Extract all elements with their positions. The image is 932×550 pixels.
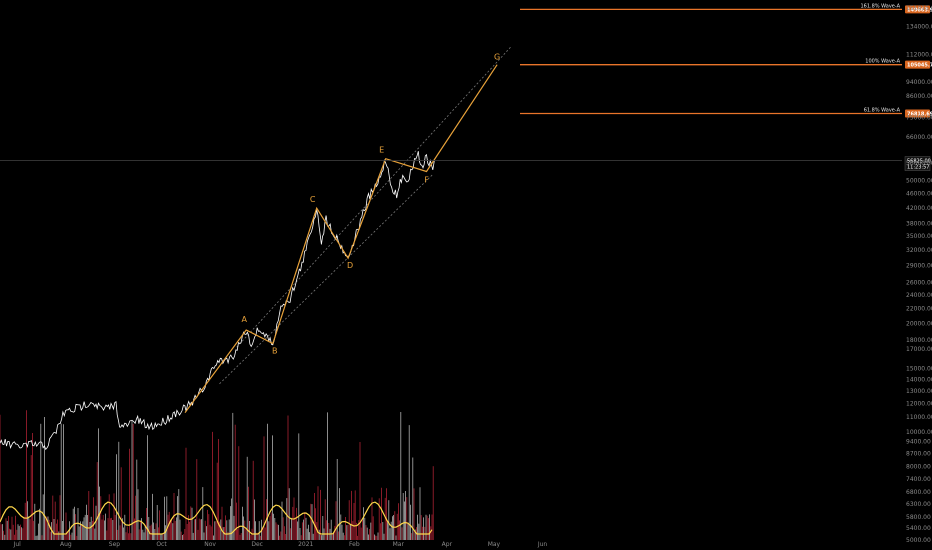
fib-level-value: 149663.92 (907, 7, 932, 13)
price-tick-label: 20000.00 (906, 321, 932, 328)
time-tick-label: Feb (349, 541, 360, 548)
price-line (0, 151, 435, 451)
price-tick-label: 8000.00 (906, 464, 931, 471)
wave-label-b: B (272, 347, 278, 356)
time-tick-label: Apr (442, 541, 453, 548)
price-tick-label: 10000.00 (906, 429, 932, 436)
price-series (0, 151, 435, 451)
price-tick-label: 86000.00 (906, 93, 932, 100)
price-tick-label: 151015.07 (906, 5, 932, 12)
time-tick-label: Oct (156, 541, 167, 548)
price-tick-label: 8700.00 (906, 451, 931, 458)
price-tick-label: 66000.00 (906, 134, 932, 141)
fib-level-value: 76818.69 (907, 112, 932, 118)
price-tick-label: 18000.00 (906, 337, 932, 344)
volume-moving-average-line (0, 501, 433, 535)
fib-level-badge (905, 109, 930, 118)
time-tick-label: Jun (537, 541, 548, 548)
fib-level-badge (905, 60, 930, 69)
price-tick-label: 15000.00 (906, 366, 932, 373)
price-tick-label: 5800.00 (906, 514, 931, 521)
wave-label-g: G (494, 53, 500, 62)
price-tick-label: 112000.00 (906, 52, 932, 59)
wave-label-f: F (424, 176, 429, 185)
price-tick-label: 94000.00 (906, 79, 932, 86)
trend-channel (219, 46, 512, 385)
price-tick-label: 35000.00 (906, 233, 932, 240)
time-axis[interactable]: Jul Aug Sep Oct Nov Dec 2021 Feb Mar Apr May Jun (13, 541, 548, 548)
wave-label-d: D (347, 261, 353, 270)
volume-pane (0, 410, 434, 540)
wave-label-e: E (379, 146, 384, 155)
price-tick-label: 50000.00 (906, 178, 932, 185)
price-tick-label: 5000.00 (906, 537, 931, 544)
time-tick-label: May (488, 541, 501, 548)
price-tick-label: 46000.00 (906, 191, 932, 198)
fib-level-value: 105045.77 (907, 63, 932, 69)
fibonacci-levels: 161.8% Wave-A 149663.92 100% Wave-A 105045.… (520, 3, 932, 118)
wave-pattern: A B C D E F G (184, 53, 500, 414)
price-tick-label: 9400.00 (906, 438, 931, 445)
wave-label-a: A (241, 315, 247, 324)
fib-level-badge (905, 5, 930, 14)
price-tick-label: 38000.00 (906, 220, 932, 227)
time-tick-label: Jul (13, 541, 22, 548)
price-tick-label: 134000.00 (906, 24, 932, 31)
price-tick-label: 24000.00 (906, 292, 932, 299)
price-axis[interactable]: 151015.07 134000.00 112000.00 94000.00 86000… (906, 5, 932, 544)
price-tick-label: 6800.00 (906, 489, 931, 496)
time-tick-label: 2021 (298, 541, 313, 548)
price-tick-label: 14000.00 (906, 376, 932, 383)
fib-level-label: 161.8% Wave-A (861, 3, 901, 9)
price-tick-label: 26000.00 (906, 280, 932, 287)
price-tick-label: 56000.00 (906, 160, 932, 167)
time-tick-label: Dec (251, 541, 263, 548)
price-tick-label: 22000.00 (906, 306, 932, 313)
price-tick-label: 7400.00 (906, 476, 931, 483)
time-tick-label: Nov (204, 541, 216, 548)
price-tick-label: 42000.00 (906, 205, 932, 212)
price-tick-label: 6300.00 (906, 501, 931, 508)
fib-level-label: 61.8% Wave-A (864, 108, 901, 114)
price-tick-label: 11000.00 (906, 414, 932, 421)
wave-label-c: C (310, 195, 316, 204)
price-tick-label: 17000.00 (906, 346, 932, 353)
current-price-value: 56825.00 (907, 159, 931, 165)
price-tick-label: 13000.00 (906, 388, 932, 395)
price-tick-label: 29000.00 (906, 263, 932, 270)
price-tick-label: 32000.00 (906, 247, 932, 254)
channel-line-lower (219, 174, 434, 385)
price-tick-label: 12000.00 (906, 400, 932, 407)
current-price-badge (904, 156, 931, 171)
time-tick-label: Aug (60, 541, 72, 548)
current-price-time: 11:23:57 (907, 165, 929, 171)
price-tick-label: 75000.00 (906, 114, 932, 121)
fib-level-label: 100% Wave-A (865, 59, 900, 65)
time-tick-label: Sep (109, 541, 121, 548)
price-tick-label: 5400.00 (906, 525, 931, 532)
time-tick-label: Mar (393, 541, 405, 548)
wave-path-line (184, 64, 498, 414)
